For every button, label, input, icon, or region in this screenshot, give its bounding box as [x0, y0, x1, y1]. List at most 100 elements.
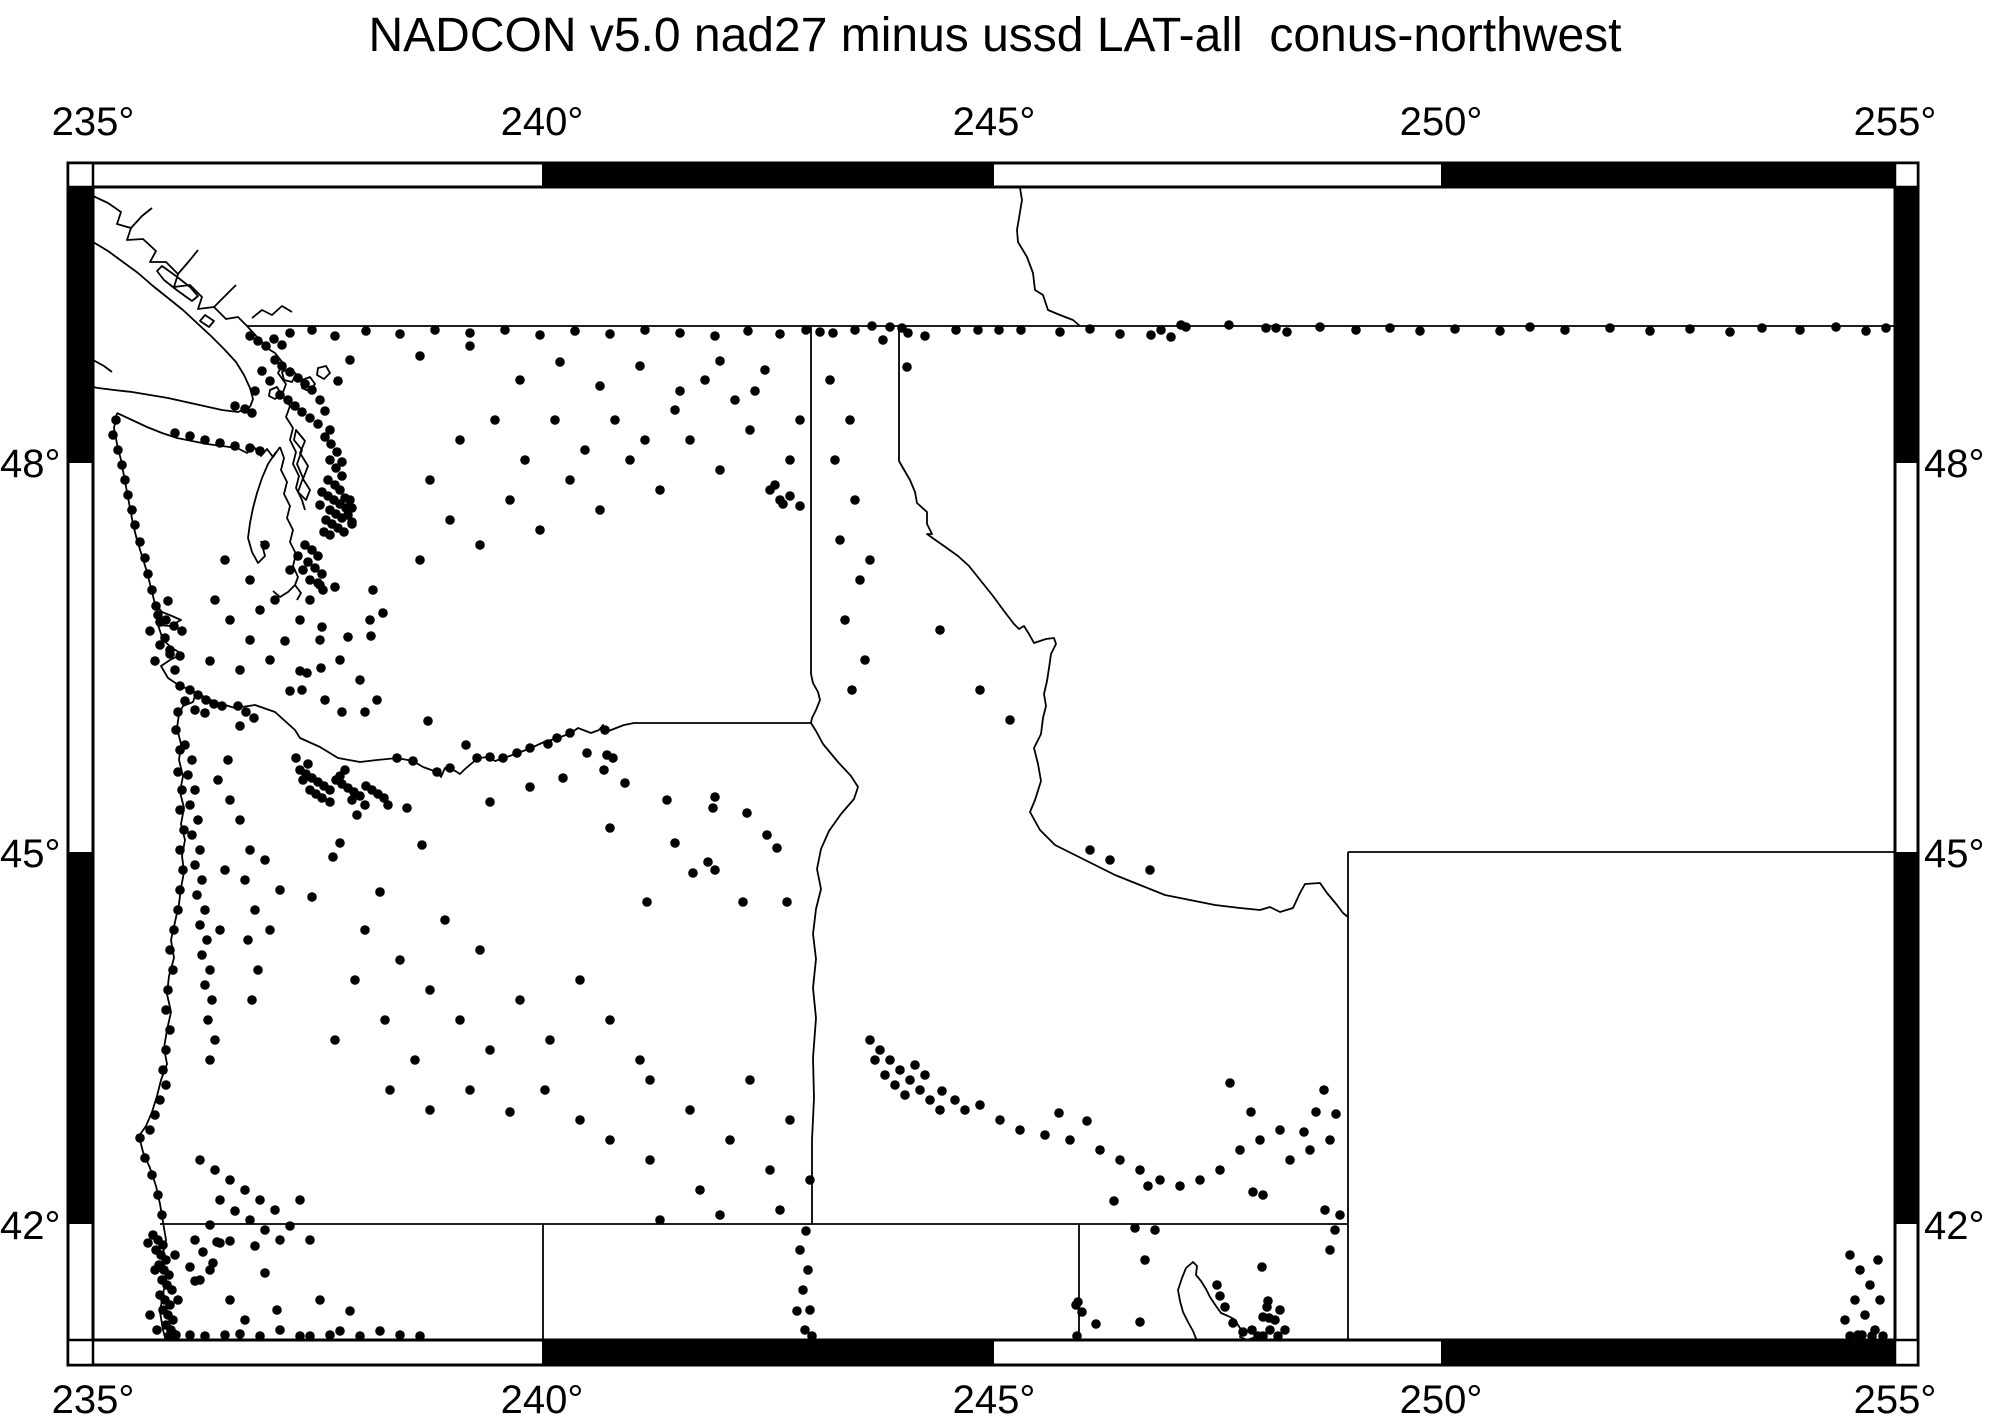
- data-point: [298, 775, 308, 785]
- map-line-san-juan-island-3: [316, 365, 331, 380]
- data-point: [1315, 322, 1325, 332]
- data-point: [1273, 1331, 1283, 1340]
- data-point: [173, 767, 183, 777]
- data-point: [330, 1035, 340, 1045]
- data-point: [240, 875, 250, 885]
- data-point: [825, 375, 835, 385]
- data-point: [339, 527, 349, 537]
- y-tick-right-42: 42°: [1924, 1204, 1985, 1248]
- data-point: [161, 1080, 171, 1090]
- data-point: [325, 530, 335, 540]
- data-point: [245, 1215, 255, 1225]
- data-point: [675, 386, 685, 396]
- data-point: [1155, 1175, 1165, 1185]
- map-line-burrard-inlet: [251, 305, 293, 319]
- data-point: [570, 326, 580, 336]
- data-point: [313, 551, 323, 561]
- data-point: [290, 401, 300, 411]
- data-point: [475, 945, 485, 955]
- y-tick-left-48: 48°: [0, 442, 61, 486]
- data-point: [1261, 323, 1271, 333]
- data-point: [155, 1095, 165, 1105]
- data-point: [1685, 324, 1695, 334]
- data-point: [1228, 1318, 1238, 1328]
- map-line-bc-fjord-2: [177, 249, 199, 275]
- data-point: [313, 578, 323, 588]
- data-point: [272, 1305, 282, 1315]
- data-point: [782, 897, 792, 907]
- data-point: [703, 857, 713, 867]
- data-point: [225, 795, 235, 805]
- data-point: [245, 443, 255, 453]
- data-point: [710, 865, 720, 875]
- data-point: [215, 925, 225, 935]
- data-point: [1875, 1295, 1885, 1305]
- data-point: [465, 1085, 475, 1095]
- data-point: [540, 1085, 550, 1095]
- data-point: [331, 463, 341, 473]
- data-point: [552, 733, 562, 743]
- data-point: [325, 797, 335, 807]
- data-point: [1247, 1325, 1257, 1335]
- data-point: [1255, 1135, 1265, 1145]
- data-point: [580, 445, 590, 455]
- y-tick-left-45: 45°: [0, 832, 61, 876]
- data-point: [280, 636, 290, 646]
- data-point: [187, 755, 197, 765]
- data-point: [368, 585, 378, 595]
- data-point: [315, 395, 325, 405]
- data-point: [1325, 1135, 1335, 1145]
- data-point: [1319, 1085, 1329, 1095]
- data-point: [120, 475, 130, 485]
- data-point: [337, 707, 347, 717]
- data-point: [1495, 326, 1505, 336]
- data-point: [123, 490, 133, 500]
- data-point: [415, 1331, 425, 1340]
- data-point: [365, 615, 375, 625]
- data-point: [550, 415, 560, 425]
- data-point: [840, 615, 850, 625]
- data-point: [185, 800, 195, 810]
- data-point: [197, 875, 207, 885]
- data-point: [200, 708, 210, 718]
- data-point: [140, 1153, 150, 1163]
- data-point: [380, 1015, 390, 1025]
- data-point: [316, 663, 326, 673]
- map-line-vancouver-island-ne-coast: [93, 241, 254, 408]
- map-line-bc-islet: [199, 314, 215, 328]
- data-point: [1156, 325, 1166, 335]
- x-tick-bottom-235: 235°: [51, 1378, 135, 1422]
- data-point: [345, 355, 355, 365]
- data-point: [1275, 1305, 1285, 1315]
- data-point: [850, 495, 860, 505]
- data-point: [223, 755, 233, 765]
- data-point: [183, 770, 193, 780]
- data-point: [240, 1315, 250, 1325]
- data-point: [230, 1206, 240, 1216]
- data-point: [1605, 323, 1615, 333]
- data-point: [260, 1225, 270, 1235]
- data-point: [695, 1185, 705, 1195]
- data-point: [235, 721, 245, 731]
- data-point: [535, 525, 545, 535]
- border-band-segment: [542, 1340, 994, 1365]
- data-point: [247, 408, 257, 418]
- data-point: [715, 1210, 725, 1220]
- data-point: [505, 1107, 515, 1117]
- data-point: [605, 823, 615, 833]
- data-point: [275, 1325, 285, 1335]
- data-point: [355, 1331, 365, 1340]
- data-point: [235, 1329, 245, 1339]
- border-corner-cell: [1893, 161, 1920, 189]
- data-point: [145, 1125, 155, 1135]
- data-point: [805, 1175, 815, 1185]
- data-point: [305, 595, 315, 605]
- data-point: [260, 855, 270, 865]
- data-point: [800, 1325, 810, 1335]
- data-point: [160, 633, 170, 643]
- map-line-whidbey-island: [293, 429, 311, 501]
- map-line-bc-fjord-3: [213, 284, 237, 308]
- data-point: [1560, 325, 1570, 335]
- data-point: [1015, 1125, 1025, 1135]
- data-point: [245, 331, 255, 341]
